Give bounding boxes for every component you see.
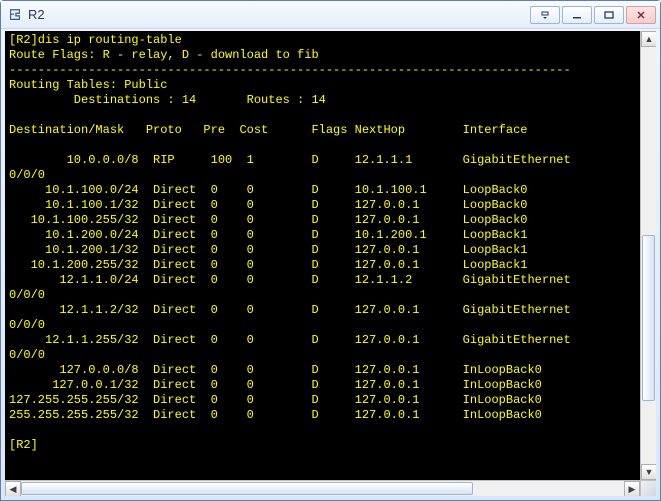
horizontal-scroll-thumb[interactable] <box>21 482 473 495</box>
maximize-button[interactable] <box>594 6 624 24</box>
vertical-scroll-track[interactable] <box>641 47 656 464</box>
app-icon <box>7 7 23 23</box>
scroll-down-button[interactable]: ▼ <box>641 464 656 480</box>
vertical-scroll-thumb[interactable] <box>642 235 655 402</box>
horizontal-scrollbar[interactable]: ◀ ▶ <box>5 480 640 496</box>
window-frame: R2 [R2]dis ip routing-table Route Flags:… <box>0 0 661 501</box>
terminal-area: [R2]dis ip routing-table Route Flags: R … <box>5 31 656 496</box>
titlebar[interactable]: R2 <box>1 1 660 29</box>
vertical-scrollbar[interactable]: ▲ ▼ <box>640 31 656 480</box>
minimize-button[interactable] <box>562 6 592 24</box>
horizontal-scroll-track[interactable] <box>21 481 624 496</box>
window-title: R2 <box>28 7 530 22</box>
scroll-up-button[interactable]: ▲ <box>641 31 656 47</box>
scrollbar-corner <box>640 480 656 496</box>
scroll-right-button[interactable]: ▶ <box>624 481 640 496</box>
close-button[interactable] <box>626 6 656 24</box>
window-buttons <box>530 6 656 24</box>
scroll-left-button[interactable]: ◀ <box>5 481 21 496</box>
dropdown-button[interactable] <box>530 6 560 24</box>
terminal-output[interactable]: [R2]dis ip routing-table Route Flags: R … <box>5 31 640 480</box>
